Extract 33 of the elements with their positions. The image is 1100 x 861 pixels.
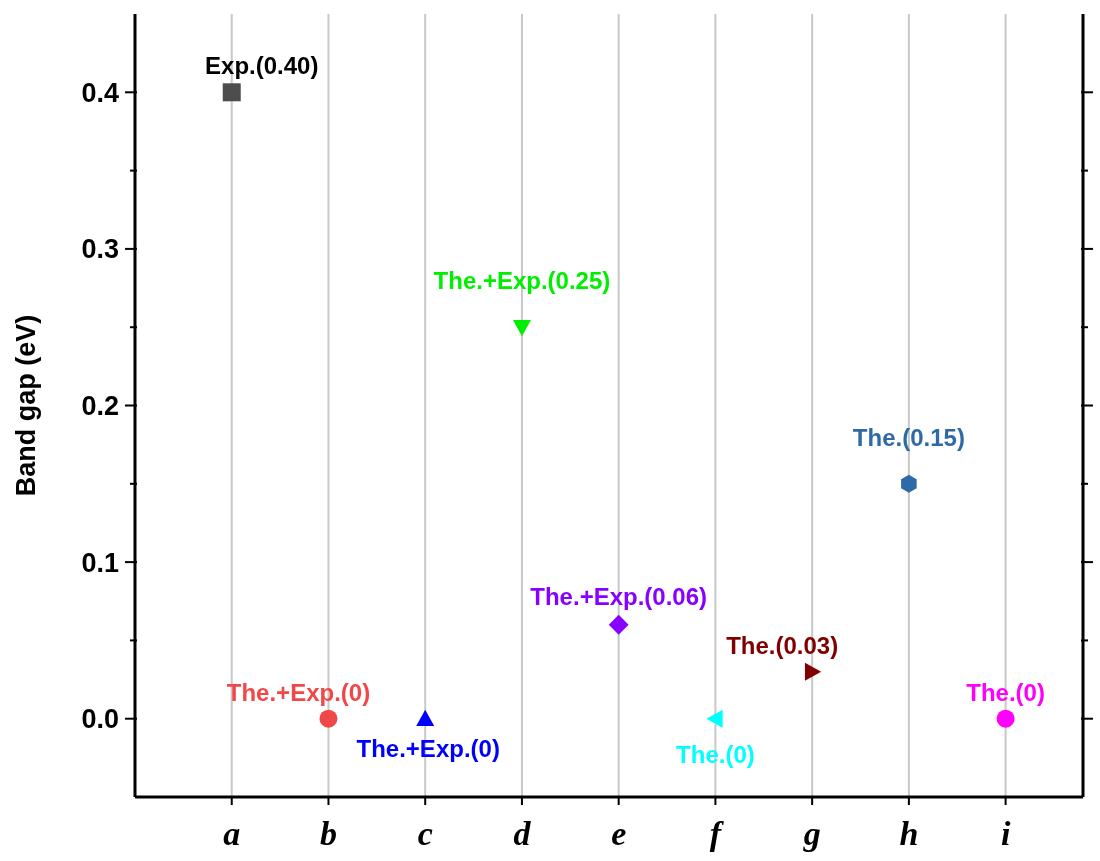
x-tick-label: f <box>709 815 725 852</box>
x-tick-label: d <box>513 815 532 852</box>
annotation: The.+Exp.(0) <box>226 678 371 706</box>
point <box>416 709 435 726</box>
annotation: The.+Exp.(0.06) <box>530 582 708 610</box>
point <box>706 709 723 728</box>
point <box>319 709 338 728</box>
annotation: The.+Exp.(0) <box>356 734 500 762</box>
point <box>996 709 1015 728</box>
annotation: The.(0) <box>676 740 755 768</box>
x-tick-label: a <box>223 815 241 852</box>
x-tick-label: i <box>1000 815 1011 852</box>
y-tick-label: 0.0 <box>81 704 119 735</box>
y-axis-title: Band gap (eV) <box>10 314 41 497</box>
x-tick-label: g <box>802 815 821 852</box>
y-tick-label: 0.3 <box>81 234 119 265</box>
point <box>222 83 241 102</box>
y-tick-label: 0.2 <box>81 390 119 421</box>
x-tick-label: e <box>611 815 627 852</box>
x-tick-label: b <box>319 815 337 852</box>
annotation: The.(0) <box>966 678 1045 706</box>
annotation: Exp.(0.40) <box>205 52 319 80</box>
point <box>901 474 917 493</box>
point <box>608 614 629 635</box>
annotation: The.(0.03) <box>726 631 839 659</box>
x-tick-label: h <box>899 815 919 852</box>
annotation: The.(0.15) <box>852 423 965 451</box>
annotation: The.+Exp.(0.25) <box>433 267 611 295</box>
point <box>804 662 822 681</box>
y-tick-label: 0.4 <box>81 77 119 108</box>
x-tick-label: c <box>417 815 433 852</box>
y-tick-label: 0.1 <box>81 547 119 578</box>
point <box>512 320 531 337</box>
